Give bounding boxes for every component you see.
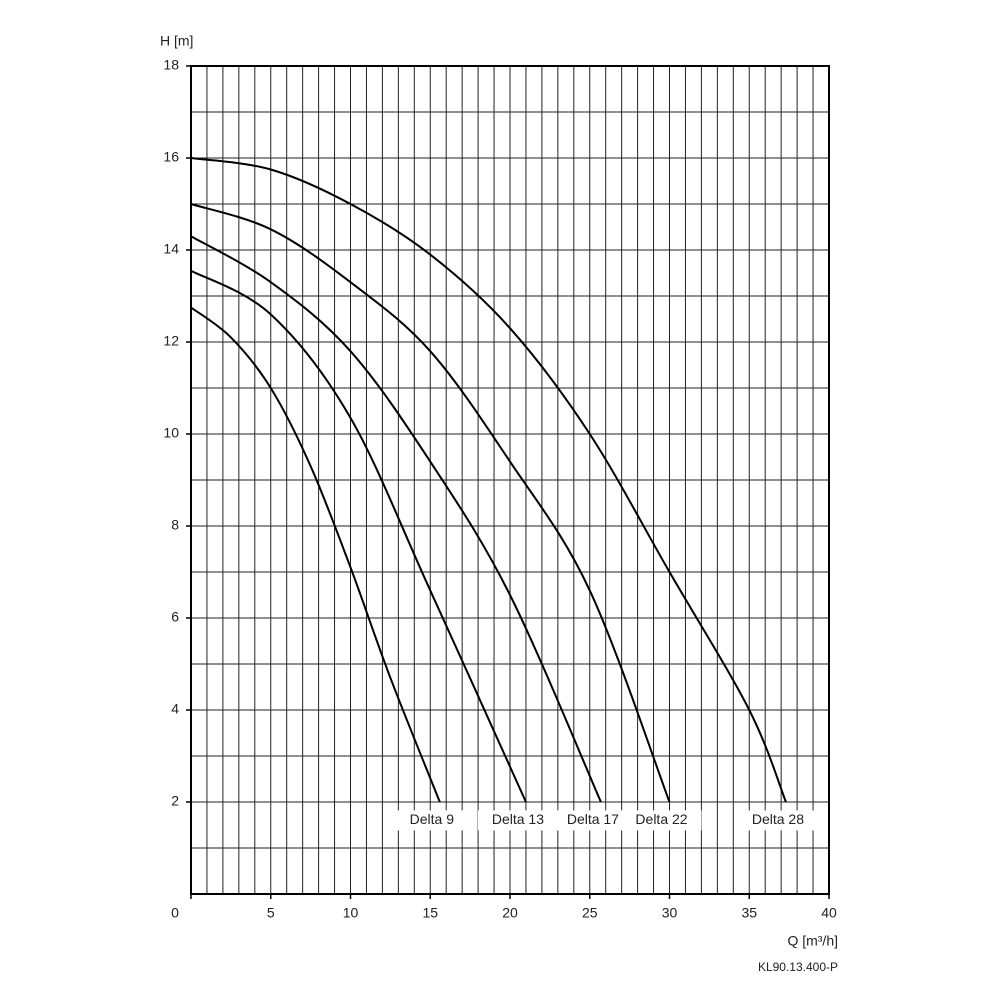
footnote: KL90.13.400-P xyxy=(758,960,838,974)
x-tick-label: 15 xyxy=(422,905,438,921)
y-tick-label: 18 xyxy=(163,57,179,73)
label-box xyxy=(552,810,633,831)
label-box xyxy=(391,810,472,831)
series-label: Delta 13 xyxy=(492,811,544,827)
curve xyxy=(190,269,527,803)
label-box xyxy=(621,810,702,831)
y-tick-label: 8 xyxy=(171,517,179,533)
y-tick-label: 2 xyxy=(171,793,179,809)
x-tick-label: 30 xyxy=(662,905,678,921)
x-tick-label: 20 xyxy=(502,905,518,921)
y-tick-label: 10 xyxy=(163,425,179,441)
x-tick-label: 0 xyxy=(171,905,179,921)
x-axis-label: Q [m³/h] xyxy=(787,933,838,949)
y-tick-label: 6 xyxy=(171,609,179,625)
label-box xyxy=(737,810,818,831)
label-box xyxy=(477,810,558,831)
series-label: Delta 28 xyxy=(752,811,804,827)
x-tick-label: 5 xyxy=(267,905,275,921)
series-label: Delta 22 xyxy=(635,811,687,827)
y-tick-label: 14 xyxy=(163,241,179,257)
curve xyxy=(190,203,671,803)
series-label: Delta 17 xyxy=(567,811,619,827)
x-tick-label: 10 xyxy=(343,905,359,921)
y-tick-label: 16 xyxy=(163,149,179,165)
x-tick-label: 35 xyxy=(741,905,757,921)
x-tick-label: 40 xyxy=(821,905,837,921)
curve xyxy=(190,235,602,803)
curve xyxy=(190,157,787,803)
curve xyxy=(190,306,441,803)
y-tick-label: 12 xyxy=(163,333,179,349)
y-tick-label: 4 xyxy=(171,701,179,717)
x-tick-label: 25 xyxy=(582,905,598,921)
y-axis-label: H [m] xyxy=(160,33,193,49)
series-label: Delta 9 xyxy=(410,811,455,827)
